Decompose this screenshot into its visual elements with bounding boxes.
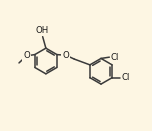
Text: O: O [23,51,30,60]
Text: OH: OH [35,26,49,35]
Text: Cl: Cl [122,73,130,82]
Text: O: O [63,51,69,60]
Text: Cl: Cl [111,53,119,62]
